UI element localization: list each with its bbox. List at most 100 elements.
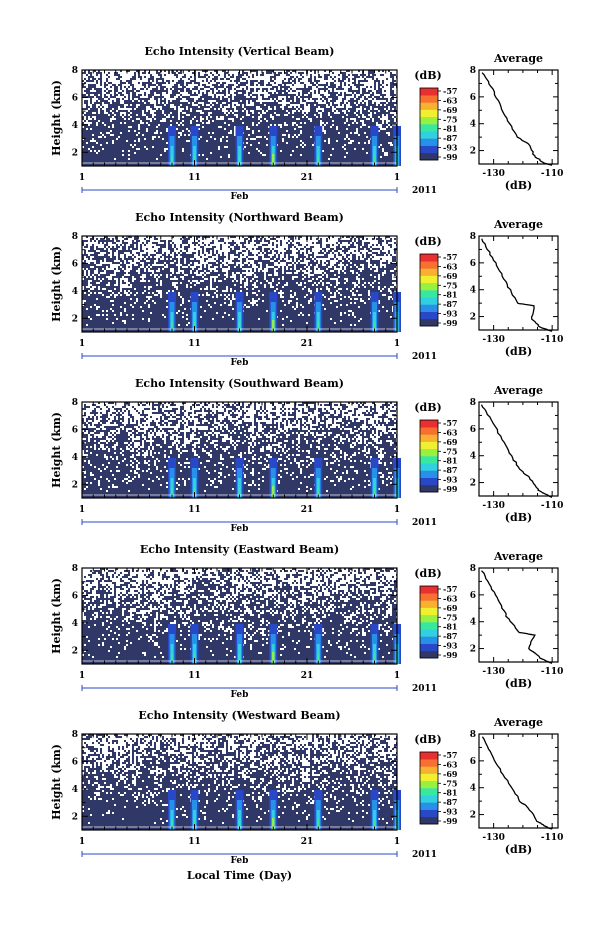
colorbar-segment: [420, 593, 438, 601]
colorbar-tick-label: -69: [443, 437, 458, 447]
colorbar-tick-label: -99: [443, 318, 458, 328]
profile-y-tick-label: 8: [470, 398, 476, 408]
profile-x-tick-label: -130: [482, 667, 505, 677]
profile-title: Average: [493, 218, 543, 231]
intense-column: [314, 624, 323, 664]
profile-frame: [478, 567, 559, 663]
colorbar-tick-label: -99: [443, 152, 458, 162]
panel-1: Echo Intensity (Northward Beam) Height (k…: [50, 211, 563, 368]
y-axis-label: Height (km): [50, 578, 63, 654]
colorbar-segment: [420, 622, 438, 630]
colorbar-unit: (dB): [414, 401, 441, 414]
colorbar-segment: [420, 759, 438, 767]
colorbar-unit: (dB): [414, 69, 441, 82]
colorbar-tick-label: -69: [443, 271, 458, 281]
colorbar-tick-label: -75: [443, 446, 457, 456]
colorbar-tick-label: -63: [443, 593, 458, 603]
profile-title: Average: [493, 550, 543, 563]
colorbar-tick-label: -81: [443, 456, 457, 466]
heatmap-gaps: [82, 734, 398, 824]
colorbar-tick-label: -87: [443, 299, 457, 309]
colorbar-tick-label: -63: [443, 261, 458, 271]
colorbar-tick-label: -99: [443, 816, 458, 826]
profile-y-tick-label: 4: [470, 618, 476, 628]
profile-y-tick-label: 2: [470, 811, 476, 821]
profile-x-tick-label: -110: [541, 833, 564, 843]
colorbar-segment: [420, 650, 438, 659]
intense-column: [235, 126, 244, 166]
colorbar-segment: [420, 311, 438, 320]
colorbar-segment: [420, 780, 438, 789]
colorbar-segment: [420, 752, 438, 760]
colorbar-segment: [420, 145, 438, 154]
x-tick-label: 21: [301, 505, 314, 515]
colorbar-segment: [420, 809, 438, 818]
profile-y-tick-label: 6: [470, 259, 476, 269]
y-axis-label: Height (km): [50, 744, 63, 820]
y-tick-label: 6: [72, 757, 78, 767]
panel-title: Echo Intensity (Vertical Beam): [144, 45, 334, 58]
profile-line: [481, 238, 553, 332]
colorbar-segment: [420, 282, 438, 291]
profile-x-tick-label: -130: [482, 169, 505, 179]
colorbar-segment: [420, 456, 438, 464]
month-label: Feb: [231, 358, 249, 368]
intense-column: [314, 458, 323, 498]
profile-x-label: (dB): [505, 511, 532, 524]
y-tick-label: 6: [72, 425, 78, 435]
colorbar-tick-label: -81: [443, 788, 457, 798]
intense-column: [168, 624, 176, 664]
colorbar-segment: [420, 261, 438, 269]
y-tick-label: 8: [72, 66, 78, 76]
intense-column: [168, 458, 176, 498]
profile-line: [481, 72, 553, 166]
colorbar-frame: [419, 751, 439, 825]
x-tick-label: 11: [188, 173, 201, 183]
profile-x-tick-label: -110: [541, 667, 564, 677]
colorbar-segment: [420, 477, 438, 486]
x-tick-label: 1: [79, 837, 85, 847]
colorbar-segment: [420, 109, 438, 118]
colorbar-segment: [420, 802, 438, 810]
profile-title: Average: [493, 716, 543, 729]
colorbar-segment: [420, 484, 438, 493]
y-tick-label: 4: [72, 453, 78, 463]
y-tick-label: 4: [72, 785, 78, 795]
colorbar-segment: [420, 795, 438, 803]
colorbar-segment: [420, 131, 438, 139]
x-tick-label: 1: [394, 505, 400, 515]
profile-x-tick-label: -130: [482, 501, 505, 511]
y-tick-label: 6: [72, 259, 78, 269]
y-tick-label: 6: [72, 591, 78, 601]
x-tick-label: 1: [79, 505, 85, 515]
y-tick-label: 2: [72, 480, 78, 490]
panel-title: Echo Intensity (Northward Beam): [135, 211, 344, 224]
x-axis-label: Local Time (Day): [187, 869, 292, 882]
intense-column: [269, 458, 278, 498]
colorbar-tick-label: -93: [443, 143, 458, 153]
year-label: 2011: [412, 518, 437, 528]
colorbar-segment: [420, 275, 438, 284]
profile-x-tick-label: -130: [482, 833, 505, 843]
profile-y-tick-label: 4: [470, 120, 476, 130]
profile-y-tick-label: 6: [470, 93, 476, 103]
colorbar-segment: [420, 420, 438, 428]
colorbar-tick-label: -93: [443, 475, 458, 485]
y-tick-label: 2: [72, 646, 78, 656]
y-tick-label: 2: [72, 148, 78, 158]
x-tick-label: 11: [188, 339, 201, 349]
profile-y-tick-label: 8: [470, 232, 476, 242]
profile-y-tick-label: 8: [470, 730, 476, 740]
colorbar-segment: [420, 152, 438, 161]
y-tick-label: 8: [72, 398, 78, 408]
intense-column: [269, 624, 278, 664]
intense-column: [168, 126, 176, 166]
colorbar-tick-label: -75: [443, 280, 457, 290]
intense-column: [314, 126, 323, 166]
profile-y-tick-label: 6: [470, 591, 476, 601]
colorbar-segment: [420, 304, 438, 312]
month-label: Feb: [231, 192, 249, 202]
y-tick-label: 4: [72, 619, 78, 629]
colorbar-segment: [420, 629, 438, 637]
profile-x-tick-label: -110: [541, 501, 564, 511]
